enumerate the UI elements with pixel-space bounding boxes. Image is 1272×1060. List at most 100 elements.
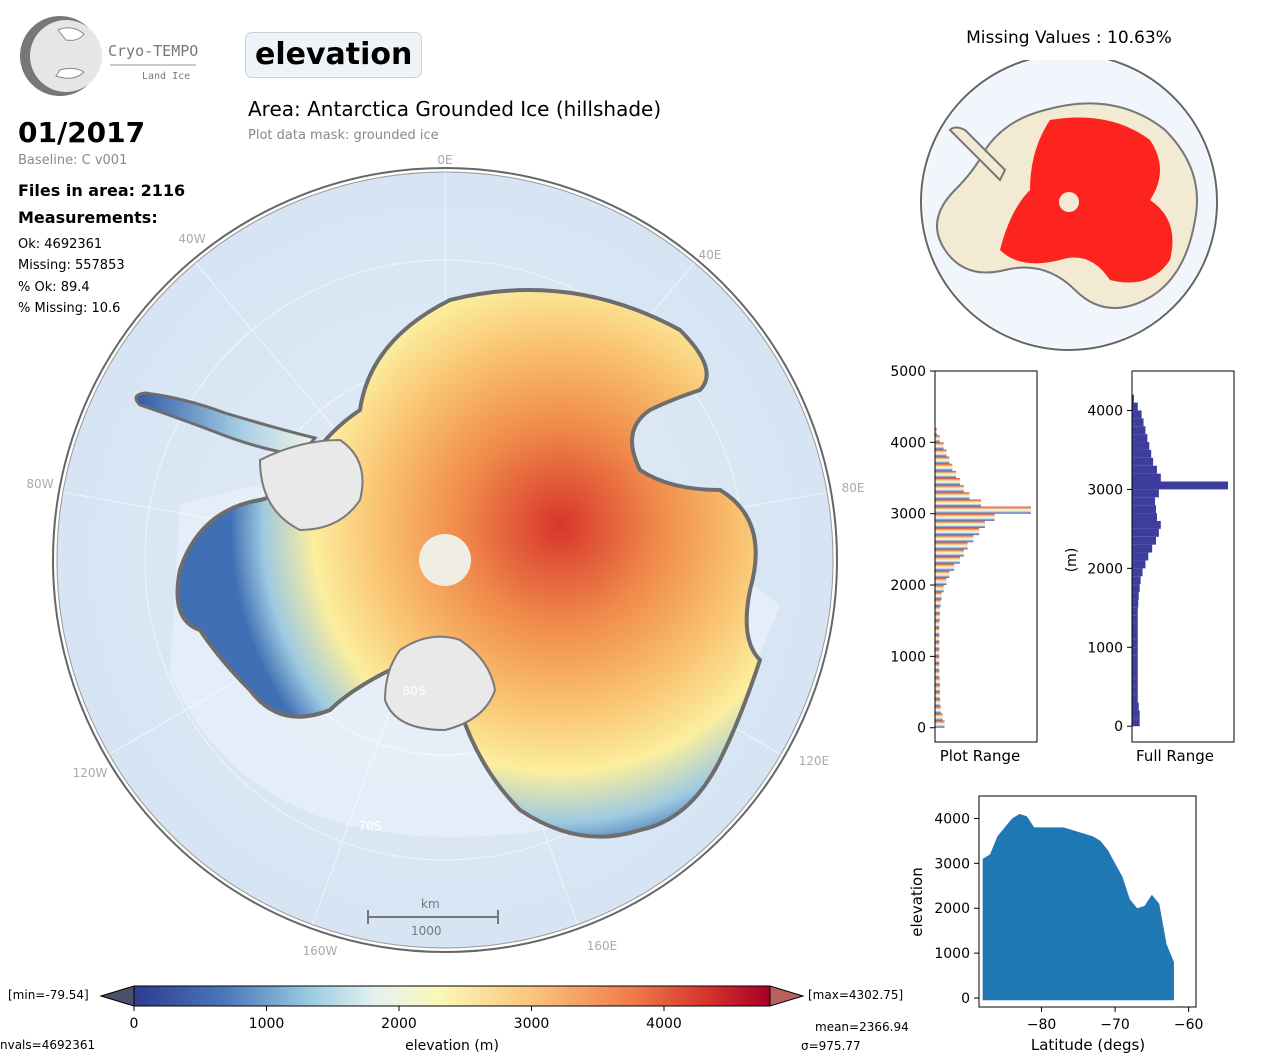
plot-range-bar-13 — [935, 627, 940, 635]
plot-range-bar-38 — [935, 449, 947, 457]
colorbar-over-arrow — [769, 985, 805, 1007]
plot-range-xlabel: Plot Range — [940, 747, 1021, 765]
latitude-elevation-scatter: −80 −70 −60 0 1000 2000 3000 4000 Latitude (deg… — [908, 795, 1204, 1054]
colorbar-tick-label-1: 1000 — [249, 1016, 285, 1032]
plot-range-ytick-label-1: 1000 — [890, 649, 926, 665]
plot-range-bar-20 — [935, 577, 947, 586]
plot-range-bar-32 — [935, 492, 970, 500]
date-label: 01/2017 — [18, 116, 146, 149]
meridian-label-160e: 160E — [587, 939, 618, 953]
full-range-bar-36 — [1132, 434, 1148, 443]
scale-unit: km — [421, 897, 440, 911]
meridian-label-0e: 0E — [437, 153, 452, 167]
missing-values-title: Missing Values : 10.63% — [966, 28, 1172, 48]
baseline-label: Baseline: C v001 — [18, 153, 128, 168]
plot-range-bar-8 — [935, 663, 940, 671]
plot-range-bar-39 — [935, 442, 944, 450]
full-range-frame — [1131, 370, 1235, 743]
scatter-xtick-label-2: −60 — [1174, 1017, 1204, 1033]
colorbar-gradient — [133, 985, 771, 1007]
colorbar-min-label: [min=-79.54] — [8, 988, 89, 1002]
variable-badge: elevation — [245, 32, 423, 78]
full-range-ytick-label-0: 0 — [1114, 719, 1123, 735]
plot-range-bar-14 — [935, 620, 940, 628]
scatter-frame — [978, 795, 1197, 1008]
full-range-bar-38 — [1132, 418, 1144, 427]
full-range-bar-18 — [1132, 576, 1141, 585]
scatter-ytick-label-3: 3000 — [934, 856, 970, 872]
meridian-label-40w: 40W — [178, 232, 205, 246]
plot-range-bar-33 — [935, 485, 964, 493]
plot-range-bar-23 — [935, 556, 960, 564]
meridian-label-40e: 40E — [699, 248, 722, 262]
colorbar-max-label: [max=4302.75] — [808, 988, 903, 1002]
scatter-point-cloud — [982, 813, 1174, 1001]
plot-range-bar-40 — [935, 435, 940, 443]
full-range-bar-41 — [1132, 394, 1134, 403]
full-range-bar-21 — [1132, 552, 1149, 561]
full-range-bar-6 — [1132, 670, 1138, 679]
colorbar-tick-label-4: 4000 — [646, 1016, 682, 1032]
plot-range-bar-28 — [935, 520, 985, 528]
logo-subtitle: Land Ice — [142, 71, 190, 82]
full-range-bar-17 — [1132, 584, 1140, 593]
full-range-bar-9 — [1132, 647, 1138, 656]
colorbar-ticks: 0 1000 2000 3000 4000 — [130, 1006, 682, 1032]
full-range-bar-4 — [1132, 686, 1138, 695]
meridian-label-120w: 120W — [73, 766, 108, 780]
full-range-bar-26 — [1132, 513, 1157, 521]
full-range-bar-31 — [1132, 473, 1161, 482]
full-range-bar-35 — [1132, 442, 1150, 450]
plot-range-bar-3 — [935, 699, 941, 707]
plot-range-bar-4 — [935, 692, 940, 700]
logo-name: Cryo-TEMPO — [108, 42, 198, 60]
colorbar-label: elevation (m) — [405, 1038, 499, 1054]
plot-range-bar-31 — [935, 499, 982, 507]
latitude-label-80s: 80S — [403, 684, 426, 698]
scatter-xtick-label-1: −70 — [1100, 1017, 1130, 1033]
plot-range-ytick-label-0: 0 — [917, 721, 926, 737]
scatter-xlabel: Latitude (degs) — [1031, 1036, 1145, 1054]
plot-range-bar-37 — [935, 456, 950, 464]
full-range-bar-10 — [1132, 639, 1138, 648]
full-range-bar-0 — [1132, 718, 1140, 727]
plot-range-bar-22 — [935, 563, 955, 571]
colorbar-tick-label-2: 2000 — [381, 1016, 417, 1032]
plot-range-bar-35 — [935, 470, 957, 479]
full-range-bar-27 — [1132, 505, 1156, 514]
plot-range-bar-34 — [935, 478, 960, 486]
plot-range-bar-25 — [935, 542, 968, 550]
plot-range-bar-1 — [935, 713, 943, 721]
full-range-ytick-label-2: 2000 — [1087, 561, 1123, 577]
stat-ok: Ok: 4692361 — [18, 237, 103, 252]
full-range-bar-24 — [1132, 528, 1159, 537]
plot-range-bar-18 — [935, 592, 942, 600]
plot-range-ytick-label-4: 4000 — [890, 435, 926, 451]
sigma-label: σ=975.77 — [801, 1039, 861, 1053]
full-range-histogram: 0 1000 2000 3000 4000 — [1087, 394, 1228, 735]
plot-range-bar-0 — [935, 720, 945, 728]
full-range-bar-3 — [1132, 694, 1138, 703]
full-range-ylabel: (m) — [1064, 548, 1080, 573]
full-range-xlabel: Full Range — [1136, 747, 1214, 765]
full-range-bar-14 — [1132, 607, 1138, 616]
plot-range-bar-27 — [935, 527, 980, 536]
plot-range-bar-10 — [935, 649, 940, 657]
scatter-ytick-label-0: 0 — [961, 991, 970, 1007]
plot-range-bar-16 — [935, 606, 940, 614]
meridian-label-80w: 80W — [26, 477, 53, 491]
plot-range-bar-5 — [935, 684, 940, 693]
colorbar-under-arrow — [99, 985, 135, 1007]
full-range-bar-33 — [1132, 457, 1154, 466]
elevation-colorbar: 0 1000 2000 3000 4000 elevation (m) [min=-79… — [0, 985, 909, 1054]
full-range-bar-40 — [1132, 402, 1138, 411]
stat-percent-ok: % Ok: 89.4 — [18, 280, 90, 295]
full-range-bar-15 — [1132, 599, 1139, 608]
full-range-bar-7 — [1132, 663, 1138, 671]
stat-missing: Missing: 557853 — [18, 258, 125, 273]
plot-range-bar-12 — [935, 634, 940, 643]
full-range-bar-12 — [1132, 623, 1138, 632]
full-range-bar-34 — [1132, 449, 1152, 458]
full-range-bar-2 — [1132, 702, 1139, 711]
meridian-label-120e: 120E — [799, 754, 830, 768]
